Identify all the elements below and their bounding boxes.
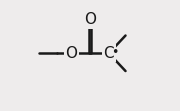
Text: C: C [103,46,114,61]
Text: •: • [111,46,119,59]
Text: O: O [84,12,96,28]
Text: O: O [65,46,77,61]
